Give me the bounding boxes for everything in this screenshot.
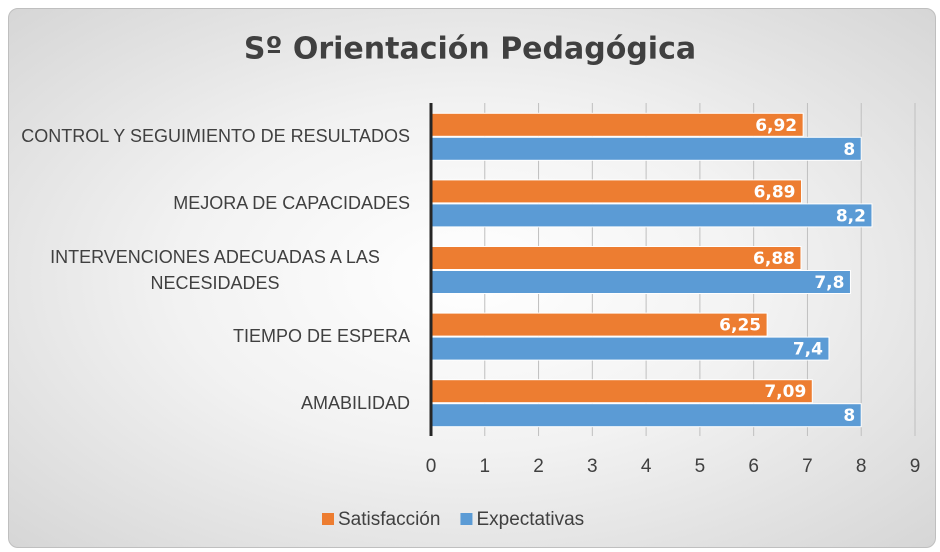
y-tick-label: INTERVENCIONES ADECUADAS A LAS NECESIDAD… bbox=[50, 246, 380, 293]
x-tick-label: 5 bbox=[695, 456, 706, 477]
bar bbox=[430, 403, 862, 428]
y-tick-label: AMABILIDAD bbox=[300, 392, 410, 413]
legend-swatch bbox=[460, 513, 473, 525]
x-tick-label: 3 bbox=[587, 456, 598, 477]
data-label: 6,89 bbox=[754, 182, 796, 202]
x-tick-label: 8 bbox=[856, 456, 867, 477]
data-label: 7,4 bbox=[793, 340, 823, 360]
x-tick-label: 0 bbox=[426, 456, 437, 477]
bar bbox=[430, 270, 851, 294]
x-tick-label: 9 bbox=[910, 456, 921, 477]
x-tick-label: 7 bbox=[802, 456, 813, 477]
x-tick-label: 6 bbox=[748, 456, 759, 477]
data-label: 6,88 bbox=[753, 249, 795, 269]
x-tick-label: 4 bbox=[641, 456, 652, 477]
data-label: 6,25 bbox=[719, 316, 761, 336]
data-label: 6,92 bbox=[755, 116, 797, 136]
chart-title: Sº Orientación Pedagógica bbox=[244, 32, 696, 67]
y-tick-label: TIEMPO DE ESPERA bbox=[232, 326, 410, 347]
y-tick-label: CONTROL Y SEGUIMIENTO DE RESULTADOS bbox=[21, 126, 410, 147]
bar bbox=[430, 179, 803, 204]
data-label: 7,09 bbox=[764, 382, 806, 402]
bar bbox=[430, 379, 813, 404]
bar bbox=[430, 312, 768, 337]
bar bbox=[430, 136, 862, 161]
legend-label: Satisfacción bbox=[338, 509, 440, 530]
legend-swatch bbox=[322, 513, 334, 525]
data-label: 8 bbox=[843, 140, 855, 160]
x-tick-label: 1 bbox=[479, 456, 490, 477]
bar bbox=[430, 112, 804, 137]
data-label: 8,2 bbox=[836, 206, 866, 226]
x-tick-label: 2 bbox=[533, 456, 544, 477]
data-label: 7,8 bbox=[814, 273, 844, 293]
y-tick-label: MEJORA DE CAPACIDADES bbox=[173, 192, 410, 213]
data-label: 8 bbox=[843, 406, 855, 426]
legend-label: Expectativas bbox=[476, 509, 584, 530]
bar bbox=[430, 336, 830, 361]
bar bbox=[430, 203, 873, 228]
bar bbox=[430, 246, 802, 270]
